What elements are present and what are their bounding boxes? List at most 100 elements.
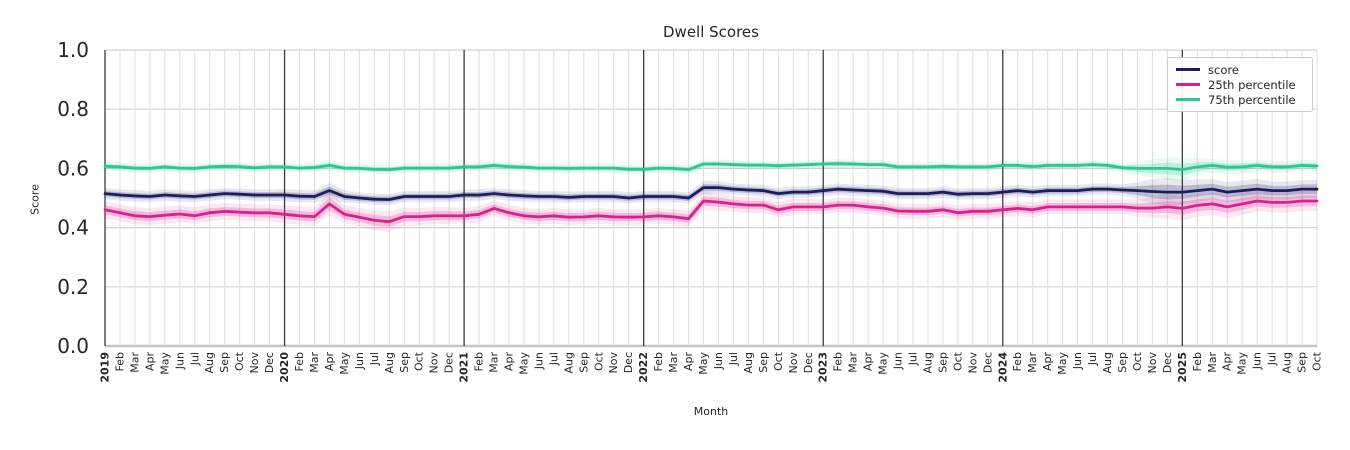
x-tick-label: May bbox=[877, 352, 890, 375]
x-tick-label: Jul bbox=[368, 352, 381, 366]
x-tick-label: Jun bbox=[1071, 352, 1084, 370]
x-tick-label: Jul bbox=[1086, 352, 1099, 366]
legend-label: 75th percentile bbox=[1208, 92, 1296, 107]
x-tick-label: Oct bbox=[592, 351, 605, 371]
x-tick-label: May bbox=[697, 352, 710, 375]
x-tick-label: 2020 bbox=[278, 352, 291, 383]
x-tick-label: Dec bbox=[802, 352, 815, 373]
x-tick-label: May bbox=[1056, 352, 1069, 375]
x-tick-label: Sep bbox=[936, 352, 949, 373]
x-tick-label: Oct bbox=[233, 351, 246, 371]
x-tick-label: Feb bbox=[1011, 352, 1024, 371]
legend-item: score bbox=[1176, 62, 1304, 77]
legend: score 25th percentile 75th percentile bbox=[1167, 57, 1313, 112]
x-tick-label: Aug bbox=[921, 352, 934, 373]
x-tick-label: Mar bbox=[847, 352, 860, 373]
x-tick-label: May bbox=[1236, 352, 1249, 375]
x-tick-label: 2021 bbox=[458, 352, 471, 383]
x-tick-label: Nov bbox=[428, 352, 441, 374]
y-tick-label: 0.0 bbox=[57, 334, 89, 358]
confidence-band-outer bbox=[105, 178, 1317, 207]
x-tick-label: Nov bbox=[1146, 352, 1159, 374]
x-tick-label: Jun bbox=[892, 352, 905, 370]
x-tick-label: Oct bbox=[413, 351, 426, 371]
x-tick-label: Jun bbox=[173, 352, 186, 370]
x-tick-label: Sep bbox=[218, 352, 231, 373]
y-tick-label: 0.8 bbox=[57, 97, 89, 121]
legend-swatch bbox=[1176, 67, 1200, 72]
x-tick-label: Jun bbox=[353, 352, 366, 370]
x-tick-label: Apr bbox=[323, 352, 336, 372]
x-tick-label: 2022 bbox=[637, 352, 650, 383]
x-tick-label: Jun bbox=[712, 352, 725, 370]
chart-title: Dwell Scores bbox=[663, 23, 759, 41]
x-tick-label: Aug bbox=[742, 352, 755, 373]
legend-swatch bbox=[1176, 97, 1200, 102]
x-tick-label: Nov bbox=[607, 352, 620, 374]
x-tick-label: May bbox=[517, 352, 530, 375]
series-line bbox=[103, 199, 1319, 224]
x-tick-label: Sep bbox=[1296, 352, 1309, 373]
x-tick-label: Feb bbox=[113, 352, 126, 371]
x-tick-label: Aug bbox=[383, 352, 396, 373]
x-tick-label: Oct bbox=[951, 351, 964, 371]
x-tick-label: 2025 bbox=[1176, 352, 1189, 383]
x-tick-label: Nov bbox=[787, 352, 800, 374]
x-tick-label: Dec bbox=[981, 352, 994, 373]
confidence-band bbox=[105, 195, 1317, 227]
x-tick-label: Mar bbox=[1206, 352, 1219, 373]
x-tick-label: 2024 bbox=[996, 352, 1009, 383]
x-tick-label: Dec bbox=[443, 352, 456, 373]
x-tick-label: Apr bbox=[682, 352, 695, 372]
x-tick-label: Oct bbox=[772, 351, 785, 371]
x-tick-label: Sep bbox=[577, 352, 590, 373]
x-tick-label: Aug bbox=[562, 352, 575, 373]
series-line bbox=[103, 186, 1319, 201]
x-tick-label: Apr bbox=[143, 352, 156, 372]
y-tick-label: 1.0 bbox=[57, 38, 89, 62]
x-tick-label: Apr bbox=[1221, 352, 1234, 372]
x-tick-label: Sep bbox=[757, 352, 770, 373]
x-tick-label: Dec bbox=[263, 352, 276, 373]
x-tick-label: Jun bbox=[1251, 352, 1264, 370]
legend-label: 25th percentile bbox=[1208, 77, 1296, 92]
x-tick-label: Apr bbox=[503, 352, 516, 372]
x-tick-label: Nov bbox=[966, 352, 979, 374]
x-tick-label: Feb bbox=[652, 352, 665, 371]
y-tick-label: 0.4 bbox=[57, 216, 89, 240]
confidence-band-outer bbox=[105, 190, 1317, 232]
y-tick-label: 0.2 bbox=[57, 275, 89, 299]
x-tick-label: May bbox=[338, 352, 351, 375]
x-tick-label: Mar bbox=[488, 352, 501, 373]
x-tick-label: Aug bbox=[1101, 352, 1114, 373]
x-tick-label: Mar bbox=[667, 352, 680, 373]
x-tick-label: Feb bbox=[832, 352, 845, 371]
x-tick-label: Mar bbox=[1026, 352, 1039, 373]
x-tick-label: Dec bbox=[622, 352, 635, 373]
legend-item: 75th percentile bbox=[1176, 92, 1304, 107]
x-tick-label: Dec bbox=[1161, 352, 1174, 373]
legend-item: 25th percentile bbox=[1176, 77, 1304, 92]
x-tick-label: Aug bbox=[203, 352, 216, 373]
x-tick-label: Oct bbox=[1131, 351, 1144, 371]
y-tick-label: 0.6 bbox=[57, 156, 89, 180]
x-tick-label: Apr bbox=[862, 352, 875, 372]
x-tick-label: Jul bbox=[188, 352, 201, 366]
x-tick-label: Sep bbox=[1116, 352, 1129, 373]
y-axis-label: Score bbox=[28, 184, 42, 215]
x-tick-label: Mar bbox=[308, 352, 321, 373]
x-tick-label: May bbox=[158, 352, 171, 375]
x-tick-label: Aug bbox=[1281, 352, 1294, 373]
x-tick-label: Nov bbox=[248, 352, 261, 374]
x-tick-label: 2019 bbox=[99, 352, 112, 383]
x-tick-label: Feb bbox=[1191, 352, 1204, 371]
x-axis-label: Month bbox=[693, 405, 729, 418]
x-tick-label: Sep bbox=[398, 352, 411, 373]
x-tick-label: Oct bbox=[1311, 351, 1324, 371]
x-tick-label: Jul bbox=[907, 352, 920, 366]
x-tick-label: Jul bbox=[547, 352, 560, 366]
x-tick-label: Jul bbox=[727, 352, 740, 366]
legend-label: score bbox=[1208, 62, 1239, 77]
